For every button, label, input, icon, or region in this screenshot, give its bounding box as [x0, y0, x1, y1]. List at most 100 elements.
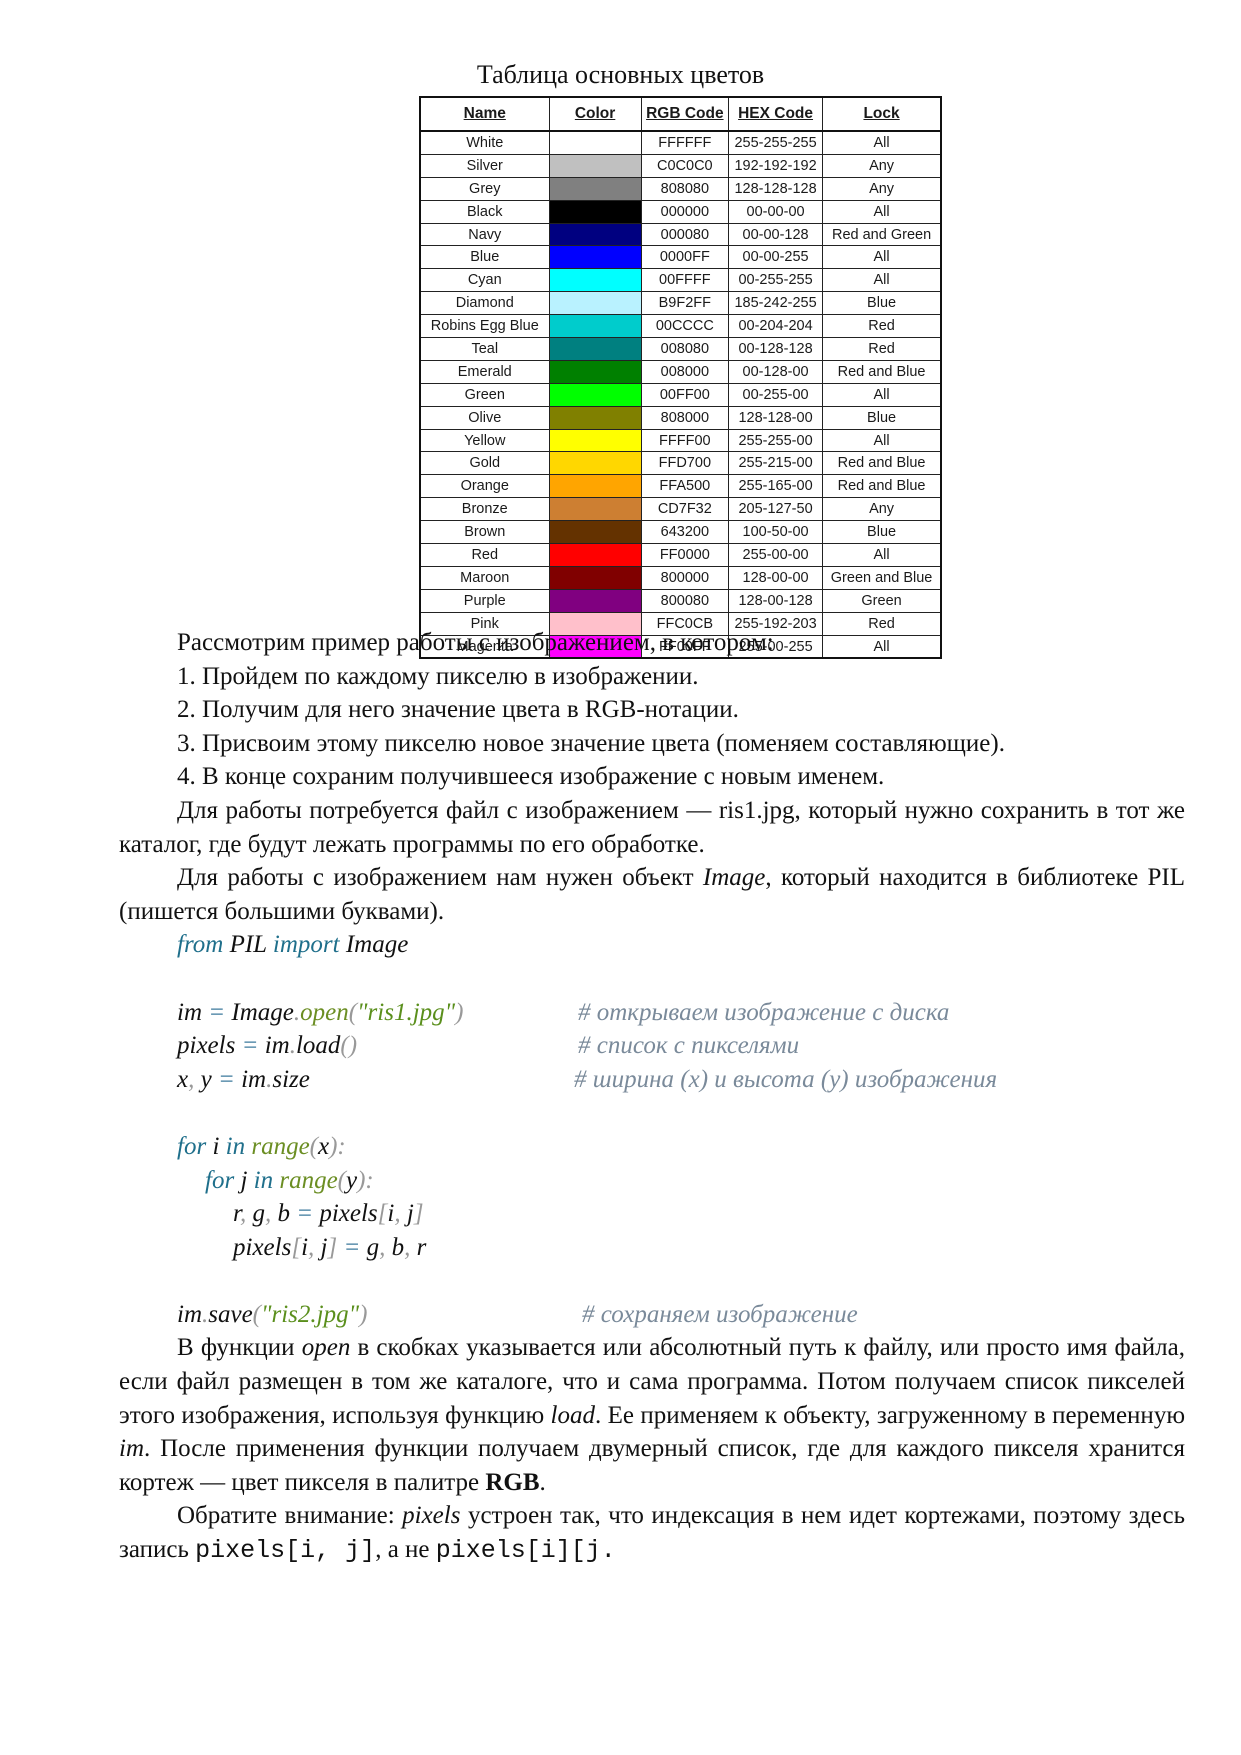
- code-line-load: pixels = im.load() # список с пикселями: [119, 1029, 1185, 1063]
- color-swatch-cell: [548, 199, 642, 224]
- lock-cell: Red and Blue: [822, 474, 942, 499]
- hex-code-cell: 128-128-00: [727, 405, 824, 430]
- hex-code-cell: 00-255-255: [727, 268, 824, 293]
- code-line-unpack: r, g, b = pixels[i, j]: [233, 1200, 424, 1228]
- code-line-assign: pixels[i, j] = g, b, r: [233, 1233, 427, 1261]
- color-name-cell: Yellow: [419, 428, 550, 453]
- lock-cell: Green: [822, 588, 942, 613]
- lock-cell: All: [822, 634, 942, 659]
- hex-code-cell: 255-165-00: [727, 474, 824, 499]
- lock-cell: All: [822, 428, 942, 453]
- body-text: Рассмотрим пример работы с изображением,…: [119, 626, 1185, 1568]
- color-swatch-cell: [548, 222, 642, 247]
- color-name-cell: White: [419, 130, 550, 155]
- color-name-cell: Bronze: [419, 497, 550, 522]
- rgb-code-cell: FFFFFF: [640, 130, 729, 155]
- code-line-import: from PIL import Image: [177, 931, 409, 959]
- color-name-cell: Olive: [419, 405, 550, 430]
- color-swatch-cell: [548, 176, 642, 201]
- intro-paragraph: Рассмотрим пример работы с изображением,…: [177, 629, 774, 656]
- table-row: Brown 643200 100-50-00 Blue: [419, 520, 942, 545]
- color-swatch-cell: [548, 314, 642, 339]
- hex-code-cell: 128-00-00: [727, 565, 824, 590]
- step-2: 2. Получим для него значение цвета в RGB…: [177, 696, 739, 724]
- table-row: Green 00FF00 00-255-00 All: [419, 382, 942, 407]
- code-line-open: im = Image.open("ris1.jpg") # открываем и…: [119, 996, 1185, 1030]
- hex-code-cell: 205-127-50: [727, 497, 824, 522]
- color-swatch-cell: [548, 497, 642, 522]
- hex-code-cell: 185-242-255: [727, 291, 824, 316]
- rgb-code-cell: CD7F32: [640, 497, 729, 522]
- color-name-cell: Gold: [419, 451, 550, 476]
- code-line-for-i: for i in range(x):: [177, 1132, 346, 1160]
- table-row: White FFFFFF 255-255-255 All: [419, 130, 942, 155]
- lock-cell: All: [822, 268, 942, 293]
- table-row: Black 000000 00-00-00 All: [419, 199, 942, 224]
- color-name-cell: Purple: [419, 588, 550, 613]
- hex-code-cell: 128-00-128: [727, 588, 824, 613]
- rgb-code-cell: 800080: [640, 588, 729, 613]
- table-row: Olive 808000 128-128-00 Blue: [419, 405, 942, 430]
- lock-cell: Blue: [822, 291, 942, 316]
- color-name-cell: Magenta: [419, 634, 550, 659]
- rgb-code-cell: FFD700: [640, 451, 729, 476]
- code-line-for-j: for j in range(y):: [205, 1166, 374, 1194]
- hex-code-cell: 00-00-00: [727, 199, 824, 224]
- header-name: Name: [419, 96, 550, 132]
- rgb-code-cell: 808000: [640, 405, 729, 430]
- table-row: Silver C0C0C0 192-192-192 Any: [419, 153, 942, 178]
- step-1: 1. Пройдем по каждому пикселю в изображе…: [177, 662, 699, 690]
- lock-cell: Blue: [822, 520, 942, 545]
- lock-cell: Red and Blue: [822, 451, 942, 476]
- table-row: Maroon 800000 128-00-00 Green and Blue: [419, 565, 942, 590]
- rgb-code-cell: 00FFFF: [640, 268, 729, 293]
- code-comment-open: # открываем изображение с диска: [578, 998, 950, 1026]
- lock-cell: Red and Blue: [822, 359, 942, 384]
- color-name-cell: Orange: [419, 474, 550, 499]
- lock-cell: Red: [822, 337, 942, 361]
- table-row: Emerald 008000 00-128-00 Red and Blue: [419, 359, 942, 384]
- table-row: Orange FFA500 255-165-00 Red and Blue: [419, 474, 942, 499]
- rgb-code-cell: 000080: [640, 222, 729, 247]
- color-swatch-cell: [548, 520, 642, 545]
- lock-cell: Green and Blue: [822, 565, 942, 590]
- note-paragraph: Обратите внимание: pixels устроен так, ч…: [119, 1502, 1186, 1566]
- table-row: Yellow FFFF00 255-255-00 All: [419, 428, 942, 453]
- color-name-cell: Green: [419, 382, 550, 407]
- color-swatch-cell: [548, 382, 642, 407]
- rgb-code-cell: 008000: [640, 359, 729, 384]
- color-swatch-cell: [548, 130, 642, 155]
- color-swatch-cell: [548, 565, 642, 590]
- rgb-code-cell: 800000: [640, 565, 729, 590]
- color-name-cell: Brown: [419, 520, 550, 545]
- rgb-code-cell: C0C0C0: [640, 153, 729, 178]
- color-table: Name Color RGB Code HEX Code Lock White F…: [419, 96, 942, 660]
- table-row: Gold FFD700 255-215-00 Red and Blue: [419, 451, 942, 476]
- lock-cell: All: [822, 543, 942, 567]
- color-name-cell: Diamond: [419, 291, 550, 316]
- header-color: Color: [548, 96, 642, 132]
- step-3: 3. Присвоим этому пикселю новое значение…: [177, 729, 1005, 757]
- color-name-cell: Cyan: [419, 268, 550, 293]
- table-row: Grey 808080 128-128-128 Any: [419, 176, 942, 201]
- color-name-cell: Grey: [419, 176, 550, 201]
- color-name-cell: Blue: [419, 245, 550, 270]
- open-paragraph: В функции open в скобках указывается или…: [119, 1334, 1185, 1496]
- color-name-cell: Teal: [419, 337, 550, 361]
- rgb-code-cell: 000000: [640, 199, 729, 224]
- hex-code-cell: 00-128-128: [727, 337, 824, 361]
- color-swatch-cell: [548, 268, 642, 293]
- color-name-cell: Emerald: [419, 359, 550, 384]
- header-hex-code: HEX Code: [727, 96, 824, 132]
- lock-cell: Any: [822, 497, 942, 522]
- color-swatch-cell: [548, 359, 642, 384]
- lock-cell: Any: [822, 153, 942, 178]
- code-line-save: im.save("ris2.jpg") # сохраняем изображен…: [119, 1298, 1185, 1332]
- hex-code-cell: 255-255-255: [727, 130, 824, 155]
- color-swatch-cell: [548, 405, 642, 430]
- hex-code-cell: 128-128-128: [727, 176, 824, 201]
- color-name-cell: Red: [419, 543, 550, 567]
- hex-code-cell: 00-128-00: [727, 359, 824, 384]
- rgb-code-cell: 808080: [640, 176, 729, 201]
- rgb-code-cell: FFA500: [640, 474, 729, 499]
